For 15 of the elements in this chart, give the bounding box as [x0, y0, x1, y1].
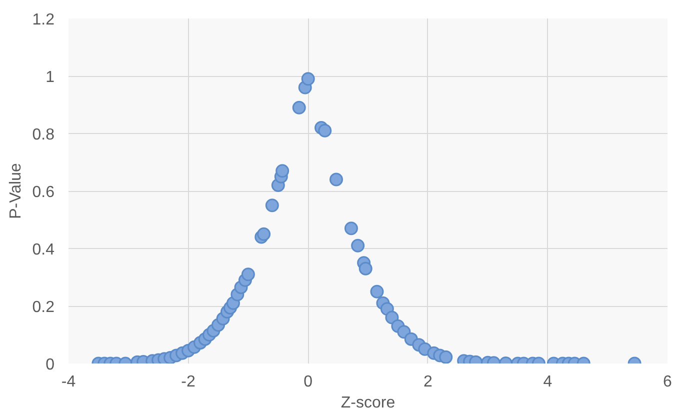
x-tick-label: 0 [304, 374, 313, 390]
x-tick-label: 2 [423, 374, 432, 390]
x-tick-label: -2 [181, 374, 196, 390]
y-tick-label: 0.8 [32, 126, 55, 144]
x-tick-label: -4 [61, 374, 76, 390]
y-tick-label: 1 [46, 69, 55, 86]
x-tick-label: 6 [663, 374, 672, 390]
y-axis-title: P-Value [8, 163, 24, 219]
y-tick-label: 0.2 [32, 299, 55, 316]
y-tick-label: 1.2 [32, 12, 55, 28]
y-tick-label: 0.4 [32, 242, 55, 258]
y-tick-label: 0.6 [32, 184, 55, 201]
y-tick-label: 0 [46, 356, 55, 374]
x-axis-title: Z-score [340, 394, 396, 412]
x-tick-label: 4 [543, 374, 552, 390]
